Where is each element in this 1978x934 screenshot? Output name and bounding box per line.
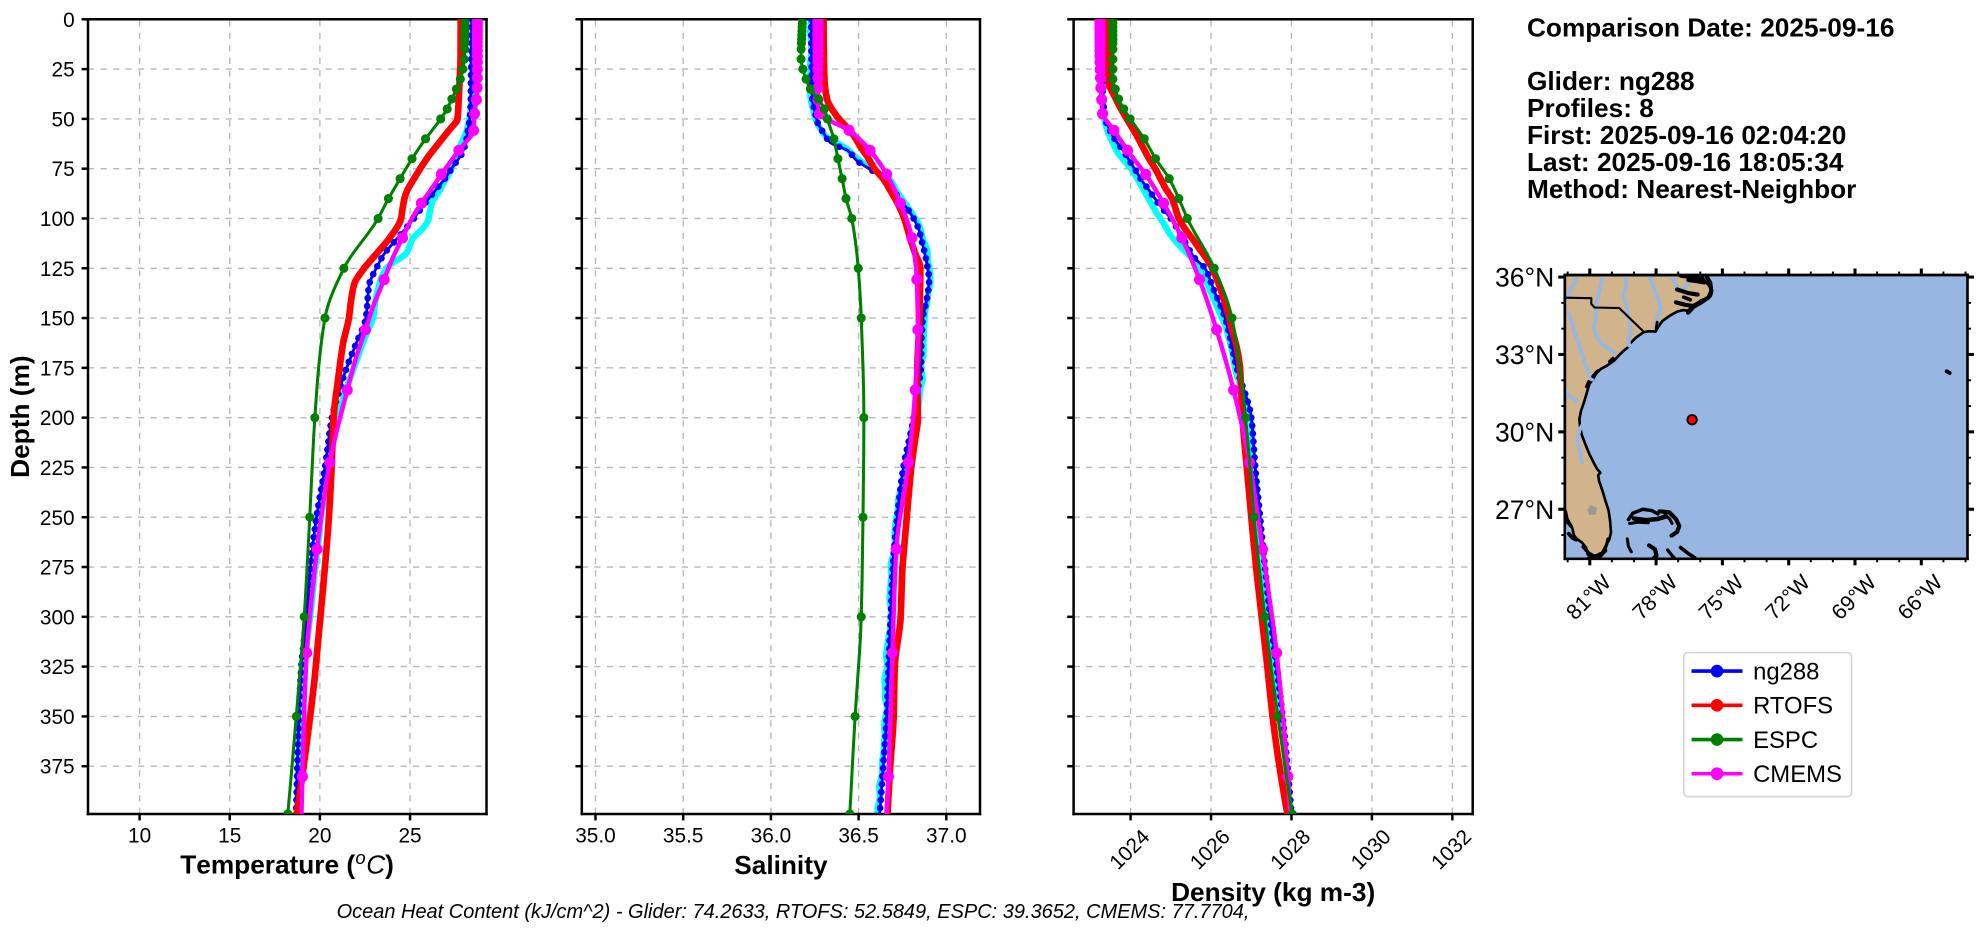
svg-text:Comparison Date: 2025-09-16: Comparison Date: 2025-09-16 xyxy=(1527,12,1894,42)
svg-text:175: 175 xyxy=(40,357,75,380)
svg-text:CMEMS: CMEMS xyxy=(1753,761,1842,788)
svg-text:Depth (m): Depth (m) xyxy=(5,355,35,477)
svg-text:27°N: 27°N xyxy=(1495,495,1554,525)
svg-text:33°N: 33°N xyxy=(1495,340,1554,370)
svg-text:20: 20 xyxy=(308,824,331,847)
svg-text:300: 300 xyxy=(40,606,75,629)
svg-text:15: 15 xyxy=(218,824,241,847)
svg-text:250: 250 xyxy=(40,507,75,530)
svg-text:Density (kg m-3): Density (kg m-3) xyxy=(1171,877,1375,907)
svg-text:ng288: ng288 xyxy=(1753,658,1819,685)
svg-text:50: 50 xyxy=(51,108,74,131)
svg-text:25: 25 xyxy=(398,824,421,847)
svg-text:35.0: 35.0 xyxy=(575,824,616,847)
svg-text:Last: 2025-09-16 18:05:34: Last: 2025-09-16 18:05:34 xyxy=(1527,147,1844,177)
svg-text:Method: Nearest-Neighbor: Method: Nearest-Neighbor xyxy=(1527,174,1856,204)
svg-text:36.0: 36.0 xyxy=(751,824,792,847)
svg-text:First: 2025-09-16 02:04:20: First: 2025-09-16 02:04:20 xyxy=(1527,120,1846,150)
svg-text:35.5: 35.5 xyxy=(663,824,704,847)
svg-text:25: 25 xyxy=(51,59,74,82)
svg-text:10: 10 xyxy=(128,824,151,847)
svg-text:36°N: 36°N xyxy=(1495,263,1554,293)
svg-text:0: 0 xyxy=(63,9,75,32)
svg-text:100: 100 xyxy=(40,208,75,231)
svg-text:Salinity: Salinity xyxy=(734,850,828,880)
svg-text:36.5: 36.5 xyxy=(838,824,879,847)
svg-text:Glider: ng288: Glider: ng288 xyxy=(1527,66,1695,96)
svg-text:Ocean Heat Content (kJ/cm^2) -: Ocean Heat Content (kJ/cm^2) - Glider: 7… xyxy=(337,901,1250,923)
svg-text:200: 200 xyxy=(40,407,75,430)
svg-text:T e m p: T e m p e r a t u r e ( ) o C xyxy=(180,844,399,880)
svg-text:325: 325 xyxy=(40,656,75,679)
svg-text:Profiles: 8: Profiles: 8 xyxy=(1527,93,1654,123)
svg-text:ESPC: ESPC xyxy=(1753,727,1818,754)
svg-text:75: 75 xyxy=(51,158,74,181)
svg-text:275: 275 xyxy=(40,557,75,580)
svg-text:125: 125 xyxy=(40,258,75,281)
svg-text:225: 225 xyxy=(40,457,75,480)
svg-text:350: 350 xyxy=(40,706,75,729)
svg-text:37.0: 37.0 xyxy=(926,824,967,847)
svg-text:30°N: 30°N xyxy=(1495,417,1554,447)
svg-text:RTOFS: RTOFS xyxy=(1753,693,1833,720)
svg-text:375: 375 xyxy=(40,756,75,779)
svg-text:150: 150 xyxy=(40,308,75,331)
